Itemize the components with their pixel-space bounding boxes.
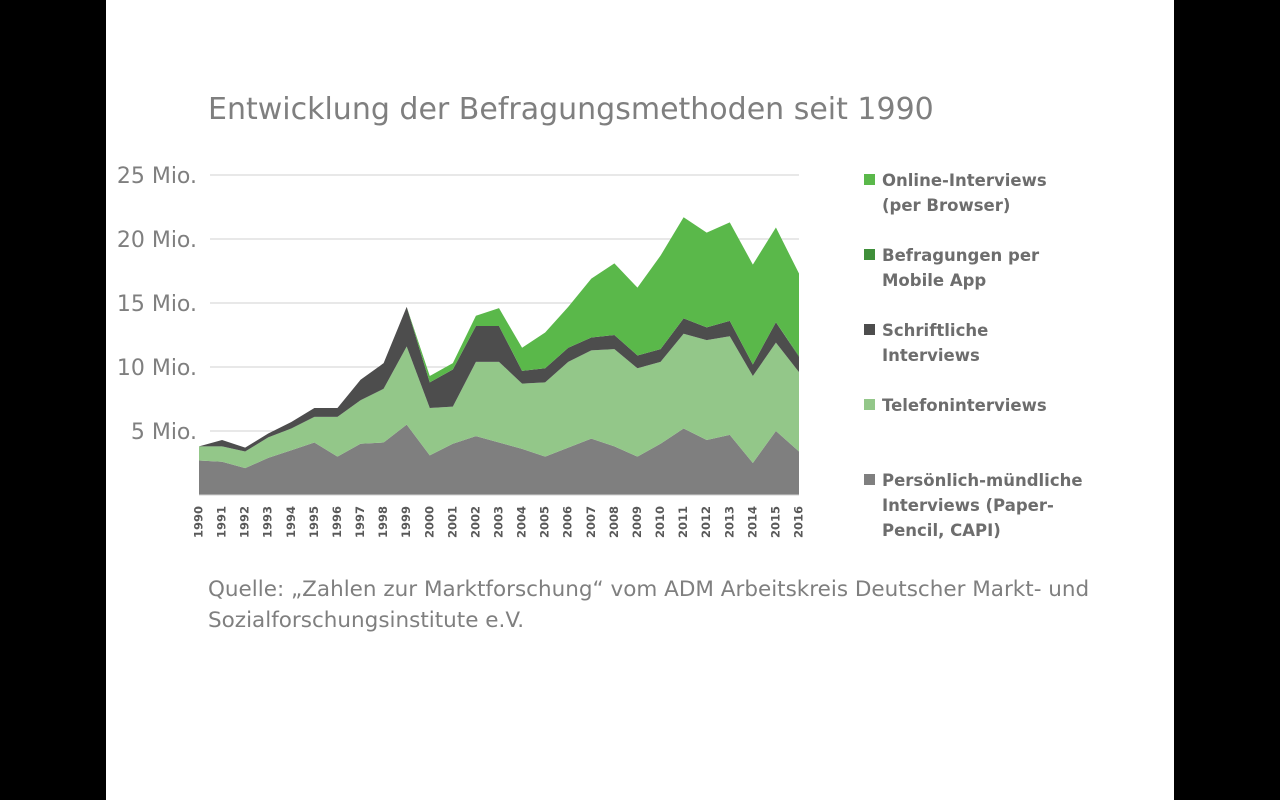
x-tick-label: 1997: [353, 506, 367, 538]
chart-title: Entwicklung der Befragungsmethoden seit …: [208, 92, 934, 127]
source-note: Quelle: „Zahlen zur Marktforschung“ vom …: [208, 574, 1148, 636]
x-tick-label: 1996: [330, 506, 344, 538]
x-tick-label: 2004: [515, 506, 529, 538]
x-tick-label: 2013: [722, 506, 736, 538]
x-tick-label: 2014: [745, 506, 759, 538]
legend-swatch: [864, 249, 875, 260]
x-tick-label: 1990: [192, 506, 206, 538]
legend-item: Persönlich-mündliche Interviews (Paper- …: [864, 468, 1104, 543]
legend-item: Telefoninterviews: [864, 393, 1104, 418]
area-series-online-interviews-per-browser: [199, 217, 799, 448]
source-line-2: Sozialforschungsinstitute e.V.: [208, 608, 525, 633]
legend-swatch: [864, 399, 875, 410]
x-tick-label: 2016: [792, 506, 806, 538]
x-tick-label: 2006: [561, 506, 575, 538]
x-tick-label: 1998: [376, 506, 390, 538]
legend-label: Schriftliche Interviews: [882, 321, 989, 365]
x-tick-label: 1994: [284, 506, 298, 538]
legend-swatch: [864, 474, 875, 485]
area-series-persönlich-mündliche-interviews-paper-pencil-capi: [199, 424, 799, 495]
x-tick-label: 1995: [307, 506, 321, 538]
legend-swatch: [864, 174, 875, 185]
x-tick-label: 1999: [399, 506, 413, 538]
source-line-1: Quelle: „Zahlen zur Marktforschung“ vom …: [208, 577, 1090, 602]
x-tick-label: 2005: [538, 506, 552, 538]
y-tick-label: 15 Mio.: [117, 292, 197, 317]
area-series-telefoninterviews: [199, 333, 799, 469]
x-tick-label: 2001: [445, 506, 459, 538]
area-series-schriftliche-interviews: [199, 306, 799, 452]
x-tick-label: 2003: [492, 506, 506, 538]
legend-label: Befragungen per Mobile App: [882, 246, 1040, 290]
x-tick-label: 2012: [699, 506, 713, 538]
y-tick-label: 20 Mio.: [117, 228, 197, 253]
y-tick-label: 25 Mio.: [117, 164, 197, 189]
x-tick-label: 2011: [676, 506, 690, 538]
x-tick-label: 2009: [630, 506, 644, 538]
legend-item: Online-Interviews (per Browser): [864, 168, 1104, 218]
x-tick-label: 2015: [768, 506, 782, 538]
legend-label: Persönlich-mündliche Interviews (Paper- …: [882, 471, 1083, 540]
x-tick-label: 2002: [468, 506, 482, 538]
x-tick-label: 1993: [261, 506, 275, 538]
x-tick-label: 2008: [607, 506, 621, 538]
legend-item: Befragungen per Mobile App: [864, 243, 1104, 293]
y-tick-label: 5 Mio.: [131, 420, 197, 445]
legend-label: Online-Interviews (per Browser): [882, 171, 1047, 215]
legend-item: Schriftliche Interviews: [864, 318, 1104, 368]
x-tick-label: 2010: [653, 506, 667, 538]
x-tick-label: 2000: [422, 506, 436, 538]
y-tick-label: 10 Mio.: [117, 356, 197, 381]
x-tick-label: 2007: [584, 506, 598, 538]
legend-swatch: [864, 324, 875, 335]
x-tick-label: 1992: [238, 506, 252, 538]
x-tick-label: 1991: [215, 506, 229, 538]
legend-label: Telefoninterviews: [882, 396, 1047, 415]
